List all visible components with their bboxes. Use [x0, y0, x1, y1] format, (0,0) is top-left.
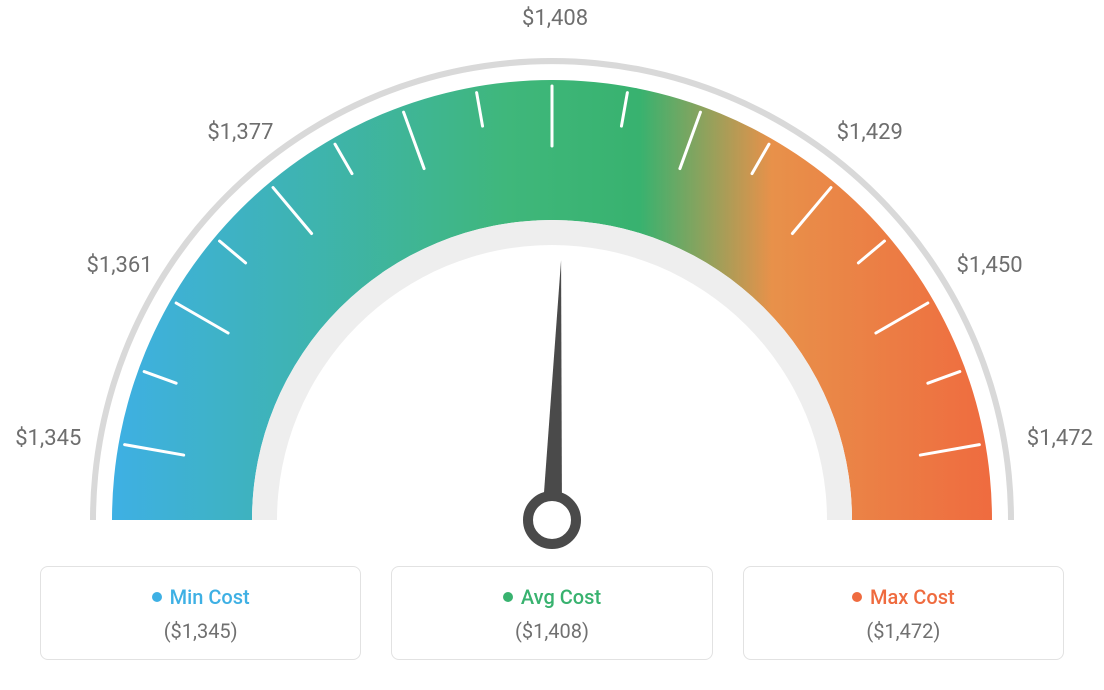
legend-card-avg: Avg Cost ($1,408) [391, 566, 712, 660]
gauge-wrap: $1,345 $1,361 $1,377 $1,408 $1,429 $1,450 $1,4… [0, 0, 1104, 560]
legend-dot-avg [503, 592, 513, 602]
legend-row: Min Cost ($1,345) Avg Cost ($1,408) Max … [40, 566, 1064, 660]
legend-title-row: Avg Cost [402, 585, 701, 609]
gauge-tick-label: $1,450 [956, 253, 1022, 278]
gauge-tick-label: $1,377 [207, 120, 273, 145]
chart-container: $1,345 $1,361 $1,377 $1,408 $1,429 $1,450 $1,4… [0, 0, 1104, 690]
legend-value-max: ($1,472) [754, 619, 1053, 643]
legend-card-min: Min Cost ($1,345) [40, 566, 361, 660]
legend-dot-min [152, 592, 162, 602]
legend-title-row: Max Cost [754, 585, 1053, 609]
gauge-svg [0, 0, 1104, 560]
gauge-needle-hub [528, 496, 576, 544]
gauge-tick-label: $1,345 [15, 426, 81, 451]
legend-label-min: Min Cost [170, 585, 250, 609]
gauge-tick-label: $1,361 [87, 253, 153, 278]
gauge-needle [542, 260, 562, 520]
gauge-tick-label: $1,472 [1027, 426, 1093, 451]
legend-dot-max [852, 592, 862, 602]
legend-value-avg: ($1,408) [402, 619, 701, 643]
legend-title-row: Min Cost [51, 585, 350, 609]
legend-value-min: ($1,345) [51, 619, 350, 643]
gauge-tick-label: $1,429 [837, 120, 903, 145]
legend-card-max: Max Cost ($1,472) [743, 566, 1064, 660]
gauge-tick-label: $1,408 [522, 6, 588, 31]
legend-label-max: Max Cost [870, 585, 955, 609]
legend-label-avg: Avg Cost [521, 585, 601, 609]
